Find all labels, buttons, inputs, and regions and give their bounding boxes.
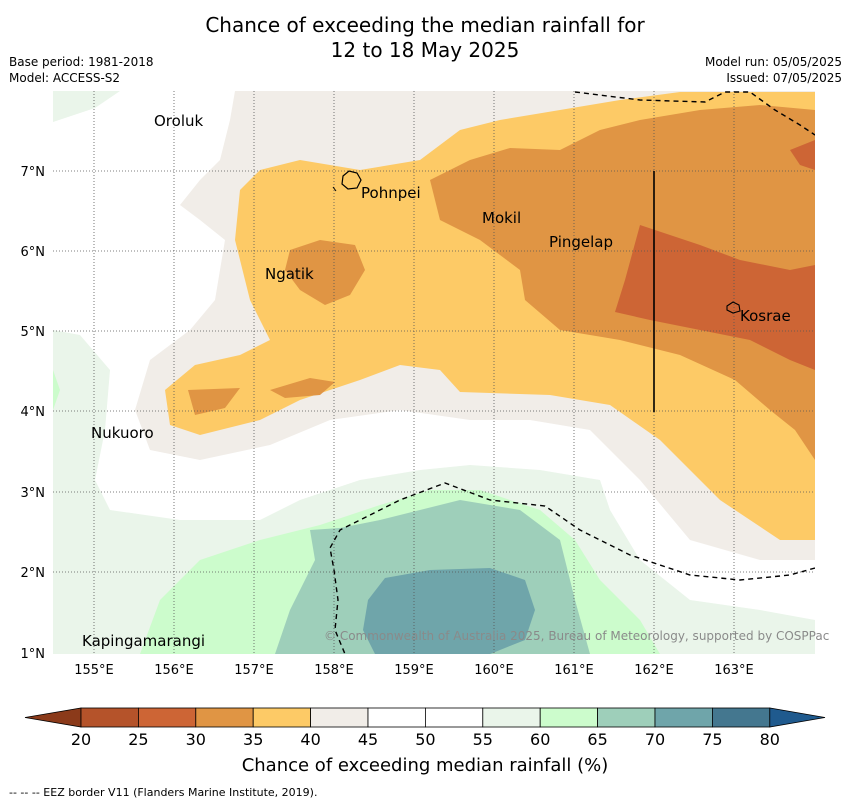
colorbar-tick-label: 80 [760, 730, 780, 749]
contour-30-35-south-a [188, 388, 240, 415]
kosrae-island-icon [726, 301, 741, 314]
colorbar-bin [310, 707, 369, 728]
colorbar-label: Chance of exceeding median rainfall (%) [241, 755, 609, 776]
eez-borders [329, 91, 815, 654]
place-labels: Oroluk Pohnpei Mokil Pingelap Ngatik Kos… [82, 112, 791, 650]
pohnpei-island-icon [341, 170, 362, 190]
y-tick-label: 5°N [21, 325, 46, 340]
colorbar-tick-label: 30 [186, 730, 206, 749]
colorbar-bin [712, 707, 771, 728]
colorbar-tick-label: 25 [128, 730, 148, 749]
x-tick-label: 160°E [474, 663, 514, 678]
colorbar-bin [539, 707, 599, 728]
colorbar-tick-label: 75 [702, 730, 722, 749]
base-period: Base period: 1981-2018 [9, 55, 154, 69]
place-mokil: Mokil [482, 209, 521, 227]
colorbar-tick-labels: 20 25 30 35 40 45 50 55 60 65 70 75 80 [71, 730, 780, 749]
y-tick-label: 4°N [21, 405, 46, 420]
y-tick-label: 3°N [21, 486, 46, 501]
colorbar-tick-label: 55 [473, 730, 493, 749]
colorbar-tick-label: 60 [530, 730, 550, 749]
x-tick-label: 155°E [74, 663, 114, 678]
contour-60-65-edge [53, 370, 60, 410]
x-tick-label: 159°E [394, 663, 434, 678]
contour-25-30 [615, 225, 815, 370]
place-ngatik: Ngatik [265, 265, 314, 283]
colorbar-bin [195, 707, 254, 728]
copyright-text: © Commonwealth of Australia 2025, Bureau… [324, 629, 829, 643]
contour-55-60-nw [53, 91, 120, 122]
contour-30-35-south-b [270, 378, 335, 398]
issued-date: Issued: 07/05/2025 [726, 71, 842, 85]
place-pingelap: Pingelap [549, 233, 613, 251]
colorbar-tick-label: 35 [243, 730, 263, 749]
contour-30-35-ngatik [285, 240, 365, 305]
colorbar-tick-label: 70 [645, 730, 665, 749]
y-tick-label: 1°N [21, 647, 46, 662]
colorbar-bin [597, 707, 656, 728]
colorbar-tick-label: 65 [587, 730, 607, 749]
eez-legend-note: -- -- -- EEZ border V11 (Flanders Marine… [9, 786, 318, 799]
x-tick-label: 157°E [234, 663, 274, 678]
colorbar-bin [482, 707, 541, 728]
y-tick-label: 7°N [21, 165, 46, 180]
x-axis-labels: 155°E 156°E 157°E 158°E 159°E 160°E 161°… [74, 663, 754, 678]
map-title-line2: 12 to 18 May 2025 [330, 38, 520, 62]
contour-30-35-east [430, 105, 815, 460]
colorbar-bin [654, 707, 713, 728]
x-tick-label: 156°E [154, 663, 194, 678]
colorbar [24, 707, 826, 728]
map-title-line1: Chance of exceeding the median rainfall … [205, 13, 645, 37]
colorbar-bin [424, 707, 484, 728]
x-tick-label: 158°E [314, 663, 354, 678]
place-kosrae: Kosrae [740, 307, 791, 325]
place-pohnpei: Pohnpei [361, 184, 421, 202]
x-tick-label: 163°E [714, 663, 754, 678]
y-tick-label: 2°N [21, 566, 46, 581]
grid-lines [53, 91, 815, 654]
y-axis-labels: 7°N 6°N 5°N 4°N 3°N 2°N 1°N [21, 165, 46, 662]
colorbar-bin [367, 707, 426, 728]
contour-25-30-ne [790, 140, 815, 170]
y-tick-label: 6°N [21, 245, 46, 260]
colorbar-extend-low [24, 707, 82, 728]
map-contours [53, 91, 815, 654]
colorbar-bin [137, 707, 197, 728]
colorbar-tick-label: 45 [358, 730, 378, 749]
x-tick-label: 162°E [634, 663, 674, 678]
x-tick-label: 161°E [554, 663, 594, 678]
model-run: Model run: 05/05/2025 [704, 55, 842, 69]
place-kapingamarangi: Kapingamarangi [82, 632, 205, 650]
place-nukuoro: Nukuoro [91, 424, 154, 442]
colorbar-tick-label: 50 [415, 730, 435, 749]
colorbar-tick-label: 20 [71, 730, 91, 749]
colorbar-bin [80, 707, 139, 728]
place-oroluk: Oroluk [154, 112, 203, 130]
model-name: Model: ACCESS-S2 [9, 71, 121, 85]
colorbar-tick-label: 40 [300, 730, 320, 749]
colorbar-extend-high [769, 707, 826, 728]
contour-70-75 [363, 568, 535, 654]
colorbar-bin [252, 707, 311, 728]
